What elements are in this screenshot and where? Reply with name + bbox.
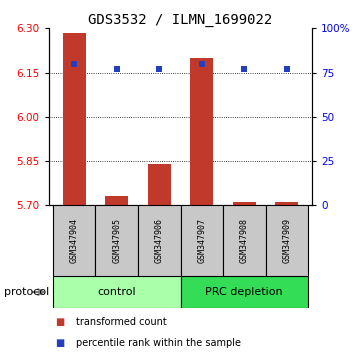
Bar [138,205,180,276]
Bar [148,164,171,205]
Text: GSM347909: GSM347909 [282,218,291,263]
Text: transformed count: transformed count [76,317,166,327]
Bar [180,276,308,308]
Bar [275,202,299,205]
Bar [232,202,256,205]
Point [284,66,290,72]
Bar [265,205,308,276]
Bar [180,205,223,276]
Text: control: control [97,287,136,297]
Text: protocol: protocol [4,287,49,297]
Text: GSM347906: GSM347906 [155,218,164,263]
Title: GDS3532 / ILMN_1699022: GDS3532 / ILMN_1699022 [88,13,273,27]
Text: GSM347907: GSM347907 [197,218,206,263]
Text: GSM347905: GSM347905 [112,218,121,263]
Point [114,66,119,72]
Bar [62,33,86,205]
Bar [190,58,213,205]
Point [156,66,162,72]
Point [71,61,77,67]
Text: percentile rank within the sample: percentile rank within the sample [76,338,241,348]
Bar [96,205,138,276]
Point [199,61,205,67]
Point [242,66,247,72]
Text: GSM347908: GSM347908 [240,218,249,263]
Text: GSM347904: GSM347904 [70,218,79,263]
Bar [53,276,180,308]
Bar [105,196,129,205]
Bar [53,205,96,276]
Text: ■: ■ [56,317,68,327]
Text: ■: ■ [56,338,68,348]
Bar [223,205,265,276]
Text: PRC depletion: PRC depletion [205,287,283,297]
